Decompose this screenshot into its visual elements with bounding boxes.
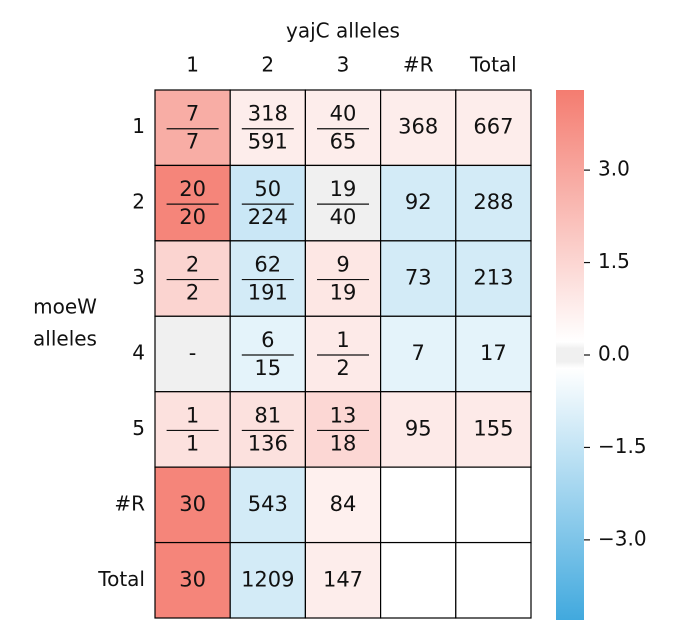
row-label: Total (97, 567, 145, 591)
colorbar-tick-label: −1.5 (598, 434, 647, 458)
numerator: 7 (186, 102, 199, 126)
numerator: 1 (336, 328, 349, 352)
denominator: 191 (248, 281, 288, 305)
denominator: 40 (330, 205, 357, 229)
cell (380, 541, 457, 619)
y-axis-label: alleles (33, 327, 97, 351)
cell-label: 17 (480, 341, 507, 365)
cell (380, 315, 457, 393)
cell (154, 391, 231, 468)
numerator: 62 (254, 253, 281, 277)
colorbar-tick-label: 1.5 (598, 249, 630, 273)
cell (154, 466, 231, 544)
cell (229, 466, 306, 544)
column-label: 3 (337, 53, 350, 77)
cell-label: 213 (473, 266, 513, 290)
denominator: 65 (330, 130, 357, 154)
cell (229, 89, 306, 167)
cell (229, 240, 306, 317)
cell (304, 466, 382, 544)
cell-label: - (189, 341, 197, 365)
denominator: 224 (248, 205, 288, 229)
numerator: 81 (254, 403, 281, 427)
cell (455, 240, 532, 317)
cell-label: 95 (405, 416, 432, 440)
cell-label: 73 (405, 266, 432, 290)
column-label: Total (469, 53, 517, 77)
denominator: 2 (336, 356, 349, 380)
cell (154, 541, 231, 619)
denominator: 15 (254, 356, 281, 380)
y-axis-label: moeW (33, 295, 97, 319)
cell-label: 543 (248, 492, 288, 516)
numerator: 318 (248, 102, 288, 126)
cell-label: 288 (473, 190, 513, 214)
cell (154, 89, 231, 167)
numerator: 2 (186, 253, 199, 277)
cell (229, 391, 306, 468)
cell (154, 240, 231, 317)
numerator: 13 (330, 403, 357, 427)
numerator: 9 (336, 253, 349, 277)
numerator: 40 (330, 102, 357, 126)
cell (229, 315, 306, 393)
cell (380, 391, 457, 468)
cell (380, 240, 457, 317)
cell-label: 84 (330, 492, 357, 516)
column-label: 1 (186, 53, 199, 77)
denominator: 136 (248, 431, 288, 455)
denominator: 18 (330, 431, 357, 455)
cell (304, 315, 382, 393)
denominator: 20 (179, 205, 206, 229)
colorbar-tick-label: 0.0 (598, 342, 630, 366)
denominator: 591 (248, 130, 288, 154)
cell (455, 391, 532, 468)
cell (229, 541, 306, 619)
numerator: 19 (330, 177, 357, 201)
cell-label: 667 (473, 115, 513, 139)
numerator: 50 (254, 177, 281, 201)
colorbar-tick-label: 3.0 (598, 157, 630, 181)
cell-label: 7 (412, 341, 425, 365)
cell (304, 541, 382, 619)
numerator: 6 (261, 328, 274, 352)
row-label: 2 (132, 190, 145, 214)
colorbar (556, 90, 584, 620)
cell-label: 30 (179, 567, 206, 591)
numerator: 1 (186, 403, 199, 427)
row-label: 5 (132, 416, 145, 440)
cell (304, 89, 382, 167)
cell-label: 92 (405, 190, 432, 214)
cell-label: 155 (473, 416, 513, 440)
column-label: #R (403, 53, 434, 77)
cell (455, 315, 532, 393)
row-label: #R (114, 491, 145, 515)
cell-label: 368 (398, 115, 438, 139)
chart-title: yajC alleles (286, 19, 400, 43)
denominator: 1 (186, 431, 199, 455)
denominator: 7 (186, 130, 199, 154)
row-label: 1 (132, 114, 145, 138)
row-label: 4 (132, 341, 145, 365)
row-label: 3 (132, 265, 145, 289)
cell (455, 466, 532, 544)
cell (154, 315, 231, 393)
cell (455, 541, 532, 619)
cell-label: 30 (179, 492, 206, 516)
cell-label: 147 (323, 567, 363, 591)
colorbar-tick-label: −3.0 (598, 526, 647, 550)
column-label: 2 (261, 53, 274, 77)
cell-label: 1209 (241, 567, 294, 591)
cell (380, 466, 457, 544)
denominator: 19 (330, 281, 357, 305)
numerator: 20 (179, 177, 206, 201)
denominator: 2 (186, 281, 199, 305)
cell (455, 164, 532, 242)
